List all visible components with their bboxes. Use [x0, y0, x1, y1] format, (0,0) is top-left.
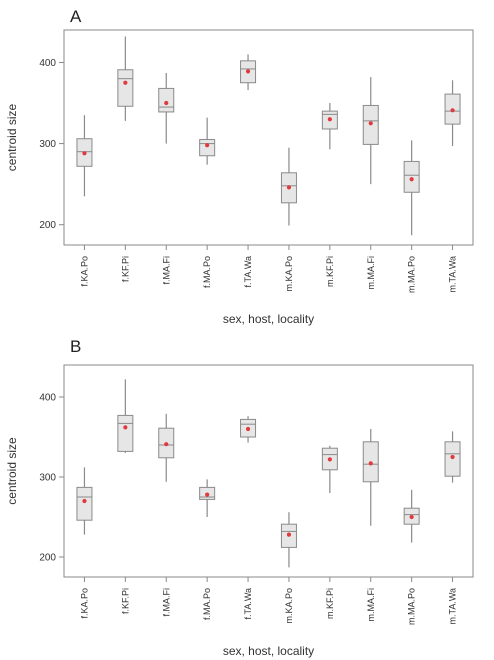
panel-b-y-tick-label: 400: [39, 393, 56, 404]
panel-b-mean-dot: [286, 532, 292, 537]
panel-a-box: [158, 87, 175, 113]
panel-a-letter: A: [70, 7, 82, 26]
panel-b-mean-dot: [205, 492, 210, 497]
panel-a-category-label: f.TA.Wa: [243, 256, 253, 288]
panel-b-mean-dot: [450, 454, 455, 460]
panel-a-mean-dot: [368, 121, 373, 126]
panel-b-y-tick-label: 200: [39, 553, 56, 564]
panel-b-y-axis-title: centroid size: [5, 437, 19, 505]
panel-b-category-label: f.MA.Po: [202, 588, 212, 620]
panel-a-category-label: m.MA.Fi: [366, 256, 376, 290]
panel-a-mean-dot: [450, 108, 455, 113]
panel-b-letter: B: [70, 337, 81, 356]
panel-a-box: [117, 69, 134, 107]
panel-a-mean-dot: [245, 69, 251, 74]
panel-a-category-label: f.KA.Po: [79, 256, 89, 287]
panel-b-y-tick-label: 300: [39, 473, 56, 484]
panel-b-category-label: f.MA.Fi: [161, 588, 171, 617]
panel-a-category-label: m.TA.Wa: [448, 256, 458, 293]
panel-a-y-axis-title: centroid size: [5, 103, 19, 171]
panel-b-x-axis-title: sex, host, locality: [223, 644, 314, 658]
panel-b-plot-frame: [63, 364, 474, 578]
panel-a-y-tick-label: 200: [39, 220, 56, 231]
panel-a-box: [199, 139, 216, 157]
panel-b-mean-dot: [327, 457, 332, 462]
panel-a-mean-dot: [164, 100, 169, 106]
panel-a-mean-dot: [82, 151, 87, 156]
panel-a-category-label: f.KF.Pi: [120, 256, 130, 282]
panel-a-x-axis-title: sex, host, locality: [223, 312, 314, 326]
panel-b-mean-dot: [245, 426, 251, 432]
panel-b-category-label: m.MA.Fi: [366, 588, 376, 622]
panel-b-category-label: m.KA.Po: [284, 588, 294, 624]
panel-a-category-label: m.KA.Po: [284, 256, 294, 292]
panel-b-category-label: f.TA.Wa: [243, 588, 253, 620]
panel-a-plot-frame: [63, 29, 474, 246]
panel-b-category-label: m.KF.Pi: [325, 588, 335, 619]
panel-a-category-label: f.MA.Po: [202, 256, 212, 288]
panel-a-mean-dot: [409, 177, 414, 182]
panel-a-category-label: m.KF.Pi: [325, 256, 335, 287]
panel-a-mean-dot: [205, 143, 210, 148]
panel-a-category-label: m.MA.Po: [407, 256, 417, 293]
panel-b-category-label: m.TA.Wa: [448, 588, 458, 625]
panel-b-box: [117, 414, 134, 452]
panel-b-box: [76, 486, 93, 521]
panel-a-category-label: f.MA.Fi: [161, 256, 171, 285]
panel-b-category-label: f.KA.Po: [79, 588, 89, 619]
panel-b-mean-dot: [123, 425, 128, 430]
panel-b-category-label: m.MA.Po: [407, 588, 417, 625]
panel-b-mean-dot: [164, 442, 169, 447]
panel-a-mean-dot: [286, 185, 292, 190]
panel-b-mean-dot: [368, 461, 373, 466]
panel-a-box: [403, 160, 420, 193]
panel-a-y-tick-label: 300: [39, 139, 56, 150]
panel-a-mean-dot: [123, 80, 128, 85]
panel-b-mean-dot: [409, 514, 414, 520]
panel-b-category-label: f.KF.Pi: [120, 588, 130, 614]
panel-a-y-tick-label: 400: [39, 58, 56, 69]
panel-b-mean-dot: [82, 498, 87, 504]
panel-a-mean-dot: [327, 117, 332, 122]
